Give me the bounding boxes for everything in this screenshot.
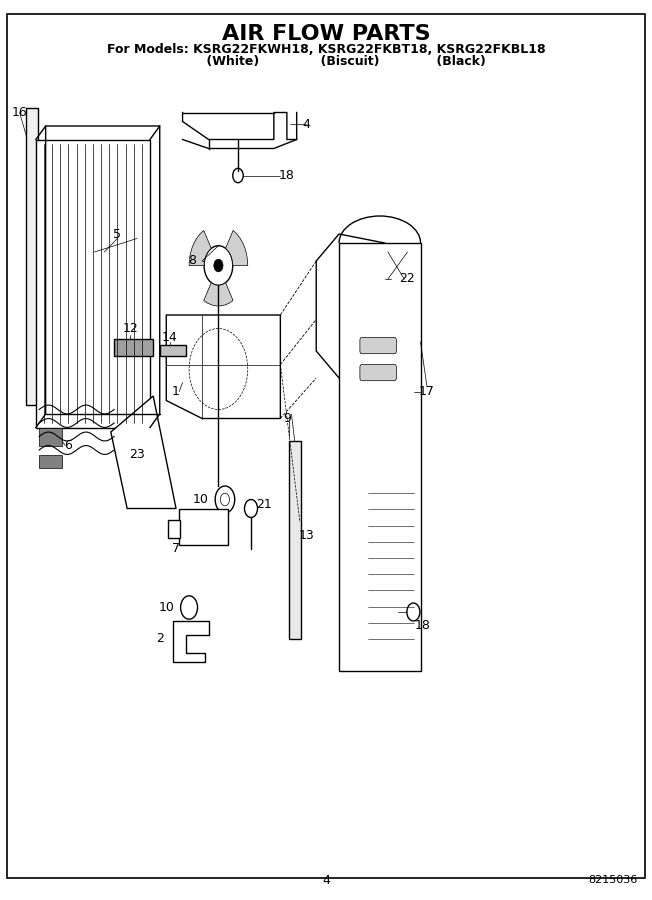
Bar bbox=[289, 441, 301, 639]
Polygon shape bbox=[173, 621, 209, 662]
Text: 23: 23 bbox=[129, 448, 145, 461]
Text: 6: 6 bbox=[65, 439, 72, 452]
Text: 8: 8 bbox=[188, 255, 196, 267]
Text: 8215036: 8215036 bbox=[588, 875, 638, 886]
Text: 4: 4 bbox=[303, 118, 310, 130]
Text: 2: 2 bbox=[156, 633, 164, 645]
Text: 22: 22 bbox=[400, 273, 415, 285]
Bar bbox=[114, 339, 153, 356]
Text: 18: 18 bbox=[415, 619, 430, 632]
Bar bbox=[160, 345, 186, 356]
Polygon shape bbox=[226, 230, 248, 266]
Bar bbox=[179, 508, 228, 544]
Text: AIR FLOW PARTS: AIR FLOW PARTS bbox=[222, 24, 430, 44]
Text: 14: 14 bbox=[162, 331, 177, 344]
Text: (White)              (Biscuit)             (Black): (White) (Biscuit) (Black) bbox=[166, 55, 486, 68]
Polygon shape bbox=[203, 283, 233, 306]
Bar bbox=[36, 140, 150, 427]
Bar bbox=[168, 520, 180, 538]
Text: 7: 7 bbox=[172, 543, 180, 555]
Text: 12: 12 bbox=[123, 322, 138, 335]
Polygon shape bbox=[166, 315, 280, 419]
Text: 1: 1 bbox=[172, 385, 180, 398]
Polygon shape bbox=[339, 243, 421, 670]
Bar bbox=[26, 108, 38, 405]
Text: 10: 10 bbox=[193, 493, 209, 506]
Bar bbox=[39, 454, 62, 468]
Text: 10: 10 bbox=[158, 601, 174, 614]
FancyBboxPatch shape bbox=[360, 338, 396, 354]
Text: For Models: KSRG22FKWH18, KSRG22FKBT18, KSRG22FKBL18: For Models: KSRG22FKWH18, KSRG22FKBT18, … bbox=[107, 43, 545, 56]
FancyBboxPatch shape bbox=[360, 364, 396, 381]
Text: 18: 18 bbox=[279, 169, 295, 182]
Polygon shape bbox=[316, 234, 385, 378]
Bar bbox=[39, 428, 62, 446]
Text: 16: 16 bbox=[12, 106, 27, 119]
Text: 5: 5 bbox=[113, 228, 121, 240]
Polygon shape bbox=[189, 230, 211, 266]
Polygon shape bbox=[111, 396, 176, 508]
Text: 13: 13 bbox=[299, 529, 314, 542]
Text: 9: 9 bbox=[283, 412, 291, 425]
Circle shape bbox=[214, 259, 223, 272]
Text: 21: 21 bbox=[256, 498, 272, 510]
Text: 4: 4 bbox=[322, 874, 330, 886]
Text: 17: 17 bbox=[419, 385, 435, 398]
